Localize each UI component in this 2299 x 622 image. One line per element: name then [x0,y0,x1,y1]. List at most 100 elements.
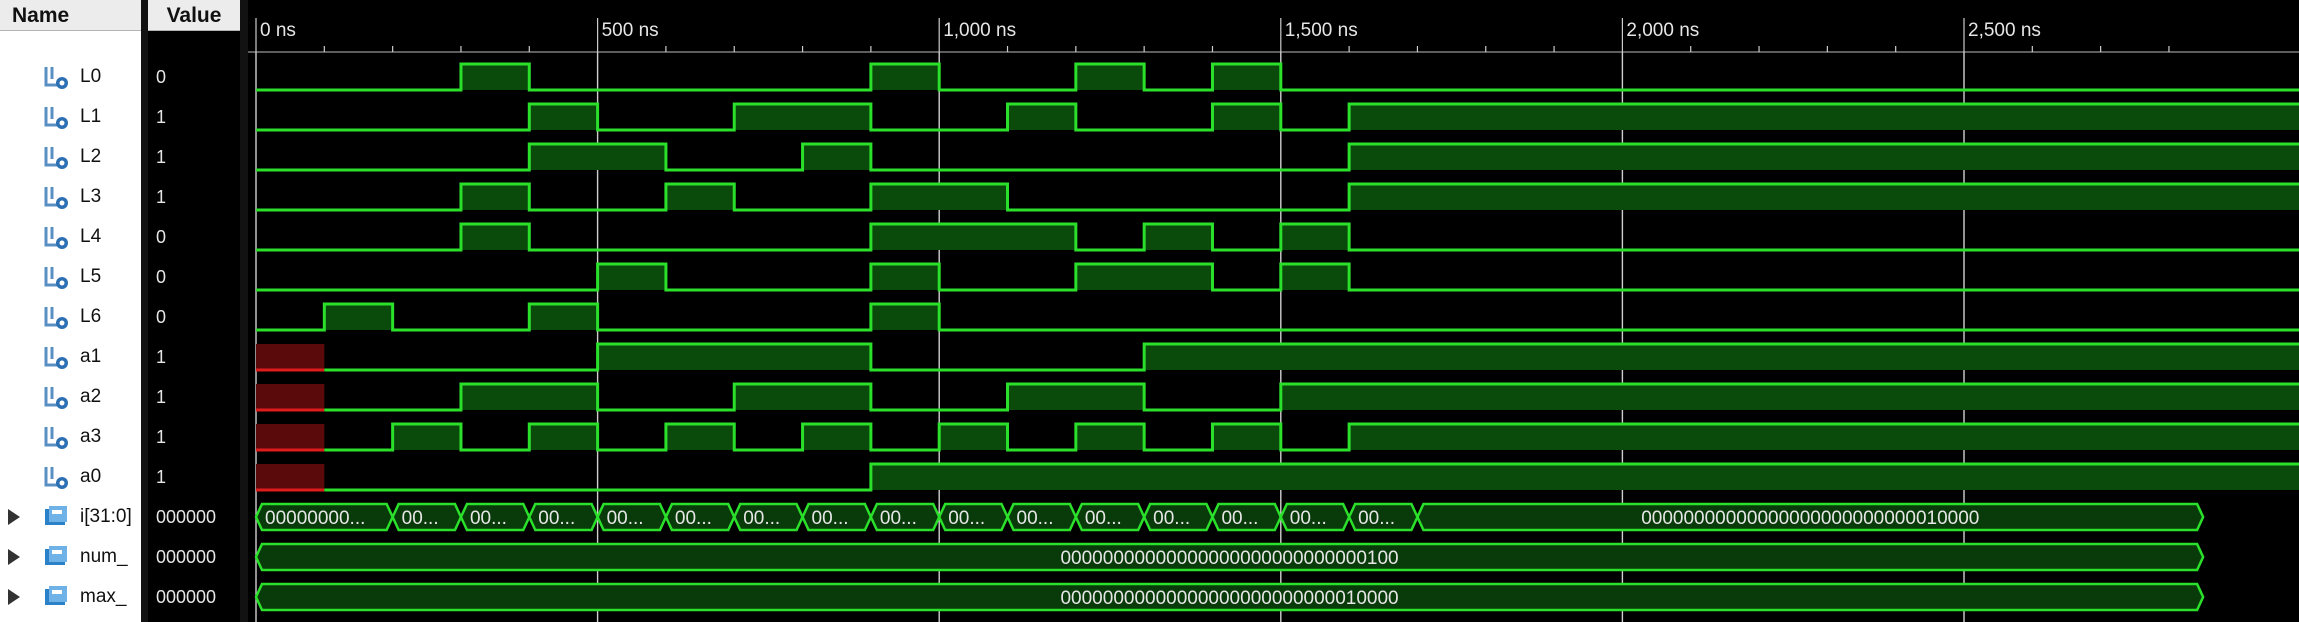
signal-name-label: a3 [80,426,102,447]
ruler-label: 2,500 ns [1968,20,2041,41]
signal-name-label: i[31:0] [80,506,132,527]
bit-signal-icon [44,107,68,129]
expand-arrow-icon[interactable] [8,549,20,565]
signal-name-l1[interactable]: L1 [0,97,141,137]
high-fill [460,224,530,250]
high-fill [665,424,735,450]
high-fill [460,184,530,210]
bus-segment [1416,502,2205,532]
signal-name-a1[interactable]: a1 [0,337,141,377]
high-fill [870,184,1008,210]
high-fill [939,424,1008,450]
high-fill [870,304,940,330]
bus-segment-value: 00... [607,508,644,529]
bit-signal-icon [44,347,68,369]
high-fill [1349,424,2299,450]
signal-name-label: L0 [80,66,102,87]
value-column-header[interactable]: Value [148,0,240,31]
signal-name-max[interactable]: max_ [0,577,141,617]
bus-segment-value: 00... [812,508,849,529]
signal-name-a0[interactable]: a0 [0,457,141,497]
signal-name-label: num_ [80,546,128,567]
high-fill [529,304,598,330]
signal-name-label: L2 [80,146,102,167]
bus-segment-value: 00... [675,508,712,529]
bit-signal-icon [44,187,68,209]
high-fill [802,144,871,170]
bus-segment-value: 00... [880,508,917,529]
high-fill [1280,384,2299,410]
time-ruler [248,0,2299,58]
high-fill [734,104,871,130]
signal-name-label: L1 [80,106,102,127]
signal-name-l4[interactable]: L4 [0,217,141,257]
signal-name-l2[interactable]: L2 [0,137,141,177]
bus-segment-value: 00... [1358,508,1395,529]
bit-signal-icon [44,387,68,409]
ruler-label: 0 ns [260,20,296,41]
unknown-region [256,464,325,490]
signal-trace-l3 [256,182,2299,212]
bus-signal-icon [45,506,67,525]
bus-segment-value: 00... [402,508,439,529]
high-fill [1280,224,1350,250]
bit-signal-icon [44,67,68,89]
signal-value: 1 [156,467,167,487]
signal-trace-l0 [256,62,2299,92]
signal-value: 0 [156,307,167,327]
name-column-header[interactable]: Name [0,0,141,31]
high-fill [597,264,666,290]
pane-divider[interactable] [240,0,248,622]
expand-arrow-icon[interactable] [8,589,20,605]
bus-segment-value: 00... [1017,508,1054,529]
unknown-region [256,384,325,410]
signal-name-l6[interactable]: L6 [0,297,141,337]
high-fill [1075,424,1145,450]
signal-name-label: L3 [80,186,102,207]
high-fill [1212,104,1281,130]
bus-segment-value: 00000000000000000000000000010000 [1060,588,1398,609]
bus-segment-value: 00... [1153,508,1190,529]
bus-segment-value: 00000000000000000000000000000100 [1060,548,1398,569]
bus-signal-icon [45,546,67,565]
high-fill [324,304,393,330]
bit-signal-icon [44,227,68,249]
expand-arrow-icon[interactable] [8,509,20,525]
ruler-label: 2,000 ns [1626,20,1699,41]
signal-name-label: a1 [80,346,102,367]
high-fill [1349,104,2299,130]
bus-segment-value: 00... [1290,508,1327,529]
signal-name-a2[interactable]: a2 [0,377,141,417]
high-fill [460,384,598,410]
signal-value: 1 [156,427,167,447]
high-fill [392,424,461,450]
signal-name-i310[interactable]: i[31:0] [0,497,141,537]
waveform-pane[interactable]: 0 ns 500 ns 1,000 ns 1,500 ns 2,000 ns 2,500 … [248,0,2299,622]
high-fill [870,224,1076,250]
bit-signal-icon [44,267,68,289]
signal-name-label: L5 [80,266,102,287]
signal-name-l3[interactable]: L3 [0,177,141,217]
high-fill [734,384,871,410]
high-fill [1349,184,2299,210]
signal-name-label: L6 [80,306,102,327]
signal-name-l0[interactable]: L0 [0,57,141,97]
high-fill [1075,64,1145,90]
signal-value: 1 [156,347,167,367]
signal-name-l5[interactable]: L5 [0,257,141,297]
signal-value: 0 [156,227,167,247]
signal-trace-a0 [324,462,2299,492]
high-fill [802,424,871,450]
bit-signal-icon [44,307,68,329]
signal-name-a3[interactable]: a3 [0,417,141,457]
value-column [148,31,240,622]
high-fill [1349,144,2299,170]
bus-segment-value: 00... [1221,508,1258,529]
ruler-label: 500 ns [602,20,659,41]
bus-segment [254,582,2205,612]
signal-name-num[interactable]: num_ [0,537,141,577]
signal-value: 1 [156,147,167,167]
high-fill [529,104,598,130]
column-divider[interactable] [141,0,148,622]
signal-value: 1 [156,387,167,407]
